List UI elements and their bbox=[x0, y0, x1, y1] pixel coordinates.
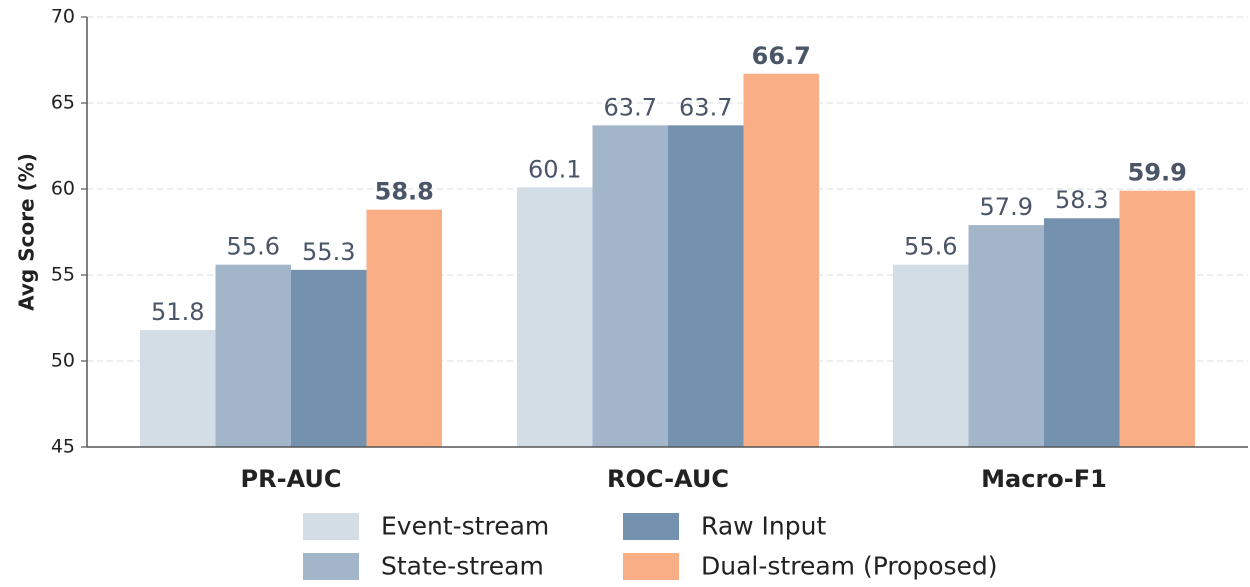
data-label: 66.7 bbox=[752, 42, 811, 70]
value-labels: 51.8 55.6 55.3 58.8 60.1 63.7 63.7 66.7 55.6 57.9… bbox=[151, 42, 1187, 326]
legend: Event-stream State-stream Raw Input Dual-st… bbox=[303, 512, 998, 581]
data-label: 57.9 bbox=[980, 193, 1033, 221]
legend-swatch bbox=[623, 513, 679, 540]
y-axis-label: Avg Score (%) bbox=[15, 153, 39, 311]
x-tick-label: ROC-AUC bbox=[607, 465, 729, 493]
legend-swatch bbox=[303, 553, 359, 580]
y-tick-label: 50 bbox=[51, 350, 75, 372]
y-tick-label: 65 bbox=[51, 92, 75, 114]
data-label: 63.7 bbox=[604, 93, 657, 121]
bar bbox=[668, 125, 744, 448]
axes bbox=[86, 17, 1248, 448]
bar bbox=[291, 269, 367, 447]
bar bbox=[592, 125, 668, 448]
bar bbox=[366, 209, 442, 447]
bar bbox=[140, 330, 216, 447]
data-label: 58.3 bbox=[1055, 186, 1108, 214]
bars bbox=[140, 73, 1195, 448]
y-tick-label: 45 bbox=[51, 436, 75, 458]
bar bbox=[215, 264, 291, 447]
legend-swatch bbox=[623, 553, 679, 580]
data-label: 63.7 bbox=[679, 93, 732, 121]
data-label: 59.9 bbox=[1128, 159, 1187, 187]
bar bbox=[1119, 190, 1195, 447]
data-label: 55.6 bbox=[227, 233, 280, 261]
legend-label: State-stream bbox=[381, 552, 544, 581]
y-tick-label: 55 bbox=[51, 264, 75, 286]
bar bbox=[968, 225, 1044, 447]
legend-label: Raw Input bbox=[701, 512, 826, 541]
x-tick-label: PR-AUC bbox=[241, 465, 342, 493]
bar bbox=[517, 187, 593, 447]
tick-labels: 45 50 55 60 65 70 PR-AUC ROC-AUC Macro-F1 bbox=[51, 6, 1107, 494]
legend-swatch bbox=[303, 513, 359, 540]
data-label: 55.6 bbox=[904, 233, 957, 261]
data-label: 51.8 bbox=[151, 298, 204, 326]
x-tick-label: Macro-F1 bbox=[981, 465, 1107, 493]
y-tick-label: 70 bbox=[51, 6, 75, 28]
bar bbox=[893, 264, 969, 447]
legend-label: Dual-stream (Proposed) bbox=[701, 552, 998, 581]
bar bbox=[1044, 218, 1120, 447]
legend-label: Event-stream bbox=[381, 512, 549, 541]
y-tick-label: 60 bbox=[51, 178, 75, 200]
bar bbox=[743, 73, 819, 447]
data-label: 55.3 bbox=[302, 238, 355, 266]
data-label: 58.8 bbox=[375, 178, 434, 206]
data-label: 60.1 bbox=[528, 155, 581, 183]
